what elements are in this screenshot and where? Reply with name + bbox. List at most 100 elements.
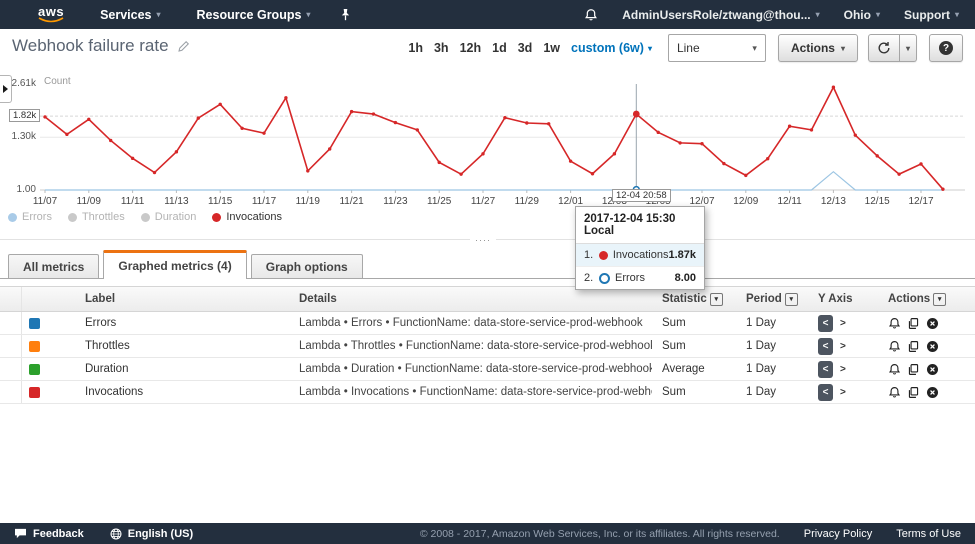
chart-type-select[interactable]: Line ▾ xyxy=(668,34,766,62)
nav-support-menu[interactable]: Support ▾ xyxy=(904,8,959,22)
table-body: ErrorsLambda • Errors • FunctionName: da… xyxy=(0,312,975,404)
legend-item-invocations[interactable]: Invocations xyxy=(212,211,282,223)
chevron-down-icon: ▾ xyxy=(306,10,310,19)
time-range-1h[interactable]: 1h xyxy=(408,41,423,55)
legend-item-duration[interactable]: Duration xyxy=(141,211,197,223)
metric-statistic[interactable]: Sum xyxy=(652,317,740,329)
metric-period[interactable]: 1 Day xyxy=(740,317,810,329)
x-tick-label: 11/11 xyxy=(111,196,155,207)
x-tick-label: 11/23 xyxy=(373,196,417,207)
header-label: Label xyxy=(76,293,294,305)
nav-region-menu[interactable]: Ohio ▾ xyxy=(844,8,880,22)
language-selector[interactable]: English (US) xyxy=(110,528,193,540)
chart-canvas[interactable] xyxy=(40,84,965,194)
chevron-down-icon: ▾ xyxy=(752,43,757,54)
legend-dot-icon xyxy=(8,213,17,222)
y-axis-left-toggle[interactable]: < xyxy=(818,384,833,401)
actions-button[interactable]: Actions ▾ xyxy=(778,34,858,62)
metric-color-swatch[interactable] xyxy=(29,341,40,352)
alarm-bell-icon[interactable] xyxy=(888,386,901,399)
remove-metric-icon[interactable] xyxy=(926,386,939,399)
metric-label: Throttles xyxy=(76,340,294,352)
metric-statistic[interactable]: Sum xyxy=(652,386,740,398)
refresh-button[interactable] xyxy=(868,34,900,62)
tab-graph-options[interactable]: Graph options xyxy=(251,254,363,278)
metric-color-swatch[interactable] xyxy=(29,364,40,375)
metric-period[interactable]: 1 Day xyxy=(740,363,810,375)
header-actions: Actions ▾ xyxy=(878,293,954,306)
custom-range-button[interactable]: custom (6w) ▾ xyxy=(571,41,652,55)
metric-period[interactable]: 1 Day xyxy=(740,386,810,398)
time-range-list: 1h 3h 12h 1d 3d 1w xyxy=(408,41,560,55)
time-range-1w[interactable]: 1w xyxy=(543,41,560,55)
y-axis-right-toggle[interactable]: > xyxy=(840,318,846,329)
edit-title-pencil-icon[interactable] xyxy=(177,40,190,53)
tooltip-row: 1.Invocations1.87k xyxy=(576,244,704,267)
column-info-icon[interactable]: ▾ xyxy=(785,293,798,306)
time-range-3d[interactable]: 3d xyxy=(518,41,533,55)
duplicate-icon[interactable] xyxy=(907,386,920,399)
y-axis-left-toggle[interactable]: < xyxy=(818,338,833,355)
metric-label: Invocations xyxy=(76,386,294,398)
legend-item-throttles[interactable]: Throttles xyxy=(68,211,125,223)
hollow-circle-icon xyxy=(599,273,610,284)
time-range-12h[interactable]: 12h xyxy=(460,41,482,55)
time-range-1d[interactable]: 1d xyxy=(492,41,507,55)
y-axis-right-toggle[interactable]: > xyxy=(840,341,846,352)
alarm-bell-icon[interactable] xyxy=(888,340,901,353)
duplicate-icon[interactable] xyxy=(907,363,920,376)
x-tick-label: 11/21 xyxy=(330,196,374,207)
remove-metric-icon[interactable] xyxy=(926,340,939,353)
remove-metric-icon[interactable] xyxy=(926,363,939,376)
legend-item-errors[interactable]: Errors xyxy=(8,211,52,223)
tooltip-title: 2017-12-04 15:30 Local xyxy=(576,207,704,244)
notifications-bell-icon[interactable] xyxy=(584,8,598,22)
x-tick-label: 11/13 xyxy=(154,196,198,207)
feedback-button[interactable]: Feedback xyxy=(14,528,84,540)
metric-color-swatch[interactable] xyxy=(29,318,40,329)
pin-icon[interactable] xyxy=(340,8,351,21)
tab-graphed-metrics-4-[interactable]: Graphed metrics (4) xyxy=(103,250,246,279)
alarm-bell-icon[interactable] xyxy=(888,317,901,330)
metrics-tabs: All metricsGraphed metrics (4)Graph opti… xyxy=(0,252,975,279)
y-axis-left-toggle[interactable]: < xyxy=(818,361,833,378)
y-axis-right-toggle[interactable]: > xyxy=(840,387,846,398)
aws-logo-text: aws xyxy=(38,6,64,17)
column-info-icon[interactable]: ▾ xyxy=(933,293,946,306)
legend-dot-icon xyxy=(212,213,221,222)
duplicate-icon[interactable] xyxy=(907,340,920,353)
nav-services[interactable]: Services ▾ xyxy=(100,8,160,22)
table-row: ThrottlesLambda • Throttles • FunctionNa… xyxy=(0,335,975,358)
resize-grip-icon[interactable]: ···· xyxy=(470,235,496,245)
nav-resource-groups[interactable]: Resource Groups ▾ xyxy=(197,8,311,22)
privacy-policy-link[interactable]: Privacy Policy xyxy=(804,528,872,540)
remove-metric-icon[interactable] xyxy=(926,317,939,330)
column-info-icon[interactable]: ▾ xyxy=(710,293,723,306)
duplicate-icon[interactable] xyxy=(907,317,920,330)
y-axis-left-toggle[interactable]: < xyxy=(818,315,833,332)
alarm-bell-icon[interactable] xyxy=(888,363,901,376)
refresh-options-button[interactable]: ▾ xyxy=(900,34,917,62)
metric-color-swatch[interactable] xyxy=(29,387,40,398)
header-details: Details xyxy=(294,293,652,305)
nav-account-menu[interactable]: AdminUsersRole/ztwang@thou... ▾ xyxy=(622,8,819,22)
legend-dot-icon xyxy=(68,213,77,222)
nav-right-group: AdminUsersRole/ztwang@thou... ▾ Ohio ▾ S… xyxy=(584,8,959,22)
time-range-3h[interactable]: 3h xyxy=(434,41,449,55)
help-button[interactable]: ? xyxy=(929,34,963,62)
table-header-row: Label Details Statistic ▾ Period ▾ Y Axi… xyxy=(0,286,975,312)
chart-area: 2.61k Count 1.82k 1.30k 1.00 11/0711/091… xyxy=(0,70,975,240)
chart-toolbar: 1h 3h 12h 1d 3d 1w custom (6w) ▾ Line ▾ Actio… xyxy=(408,34,963,62)
terms-of-use-link[interactable]: Terms of Use xyxy=(896,528,961,540)
metric-statistic[interactable]: Average xyxy=(652,363,740,375)
header-statistic: Statistic ▾ xyxy=(652,293,740,306)
metric-statistic[interactable]: Sum xyxy=(652,340,740,352)
chevron-down-icon: ▾ xyxy=(876,10,880,19)
aws-logo[interactable]: aws xyxy=(38,6,64,24)
metric-period[interactable]: 1 Day xyxy=(740,340,810,352)
x-tick-label: 11/07 xyxy=(23,196,67,207)
header-gutter xyxy=(0,287,22,311)
y-axis-right-toggle[interactable]: > xyxy=(840,364,846,375)
metric-details: Lambda • Errors • FunctionName: data-sto… xyxy=(294,317,652,329)
tab-all-metrics[interactable]: All metrics xyxy=(8,254,99,278)
